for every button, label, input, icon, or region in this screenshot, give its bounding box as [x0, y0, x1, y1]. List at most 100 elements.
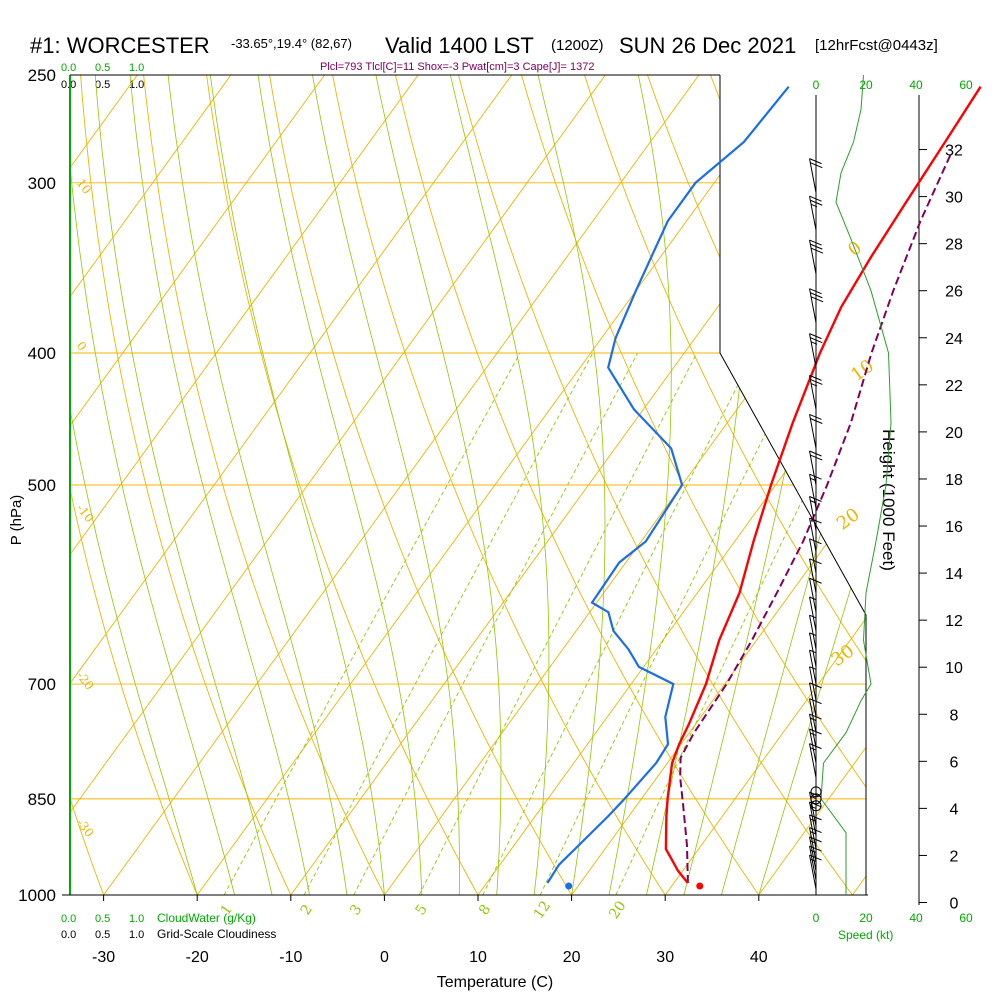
wind-barb-staff: [809, 713, 817, 749]
mixing-ratio-label: 8: [476, 902, 494, 918]
mixing-ratio-line: [223, 352, 521, 895]
wind-barb-staff: [809, 682, 817, 717]
height-tick-label: 26: [945, 284, 963, 301]
wind-barb-staff: [809, 414, 817, 449]
wind-barb-half-flag: [810, 849, 817, 854]
isotherm-line: [70, 75, 451, 895]
wind-speed-tick-bottom: 60: [959, 911, 973, 925]
wind-barb-flag: [809, 158, 822, 165]
wind-barb: [809, 517, 822, 553]
wind-barb-flag: [809, 517, 822, 524]
wind-barb-flag: [810, 454, 823, 461]
x-axis-title: Temperature (C): [437, 974, 553, 991]
dry-adiabat-line: [346, 75, 780, 895]
wind-speed-tick-top: 20: [859, 78, 873, 92]
wind-barb: [809, 538, 822, 573]
wind-barb-flag: [810, 296, 824, 303]
header: #1: WORCESTER -33.65°,19.4° (82,67) Vali…: [30, 33, 938, 73]
wind-barb-flag: [809, 450, 822, 457]
isotherm-line: [269, 75, 866, 895]
temperature-tick-label: 10: [469, 949, 487, 966]
wind-barb: [809, 577, 822, 613]
temperature-tick-label: 40: [750, 949, 768, 966]
mixing-ratio-line: [303, 352, 594, 895]
isotherm-line: [70, 75, 638, 895]
wind-barb-staff: [809, 239, 817, 275]
wind-barb-half-flag: [809, 614, 816, 619]
wind-barb: [809, 450, 823, 486]
moist-adiabat-line: [507, 75, 606, 895]
temperature-tick-label: -20: [186, 949, 209, 966]
dry-adiabat-line: [70, 75, 210, 895]
pressure-tick-label: 700: [28, 675, 56, 694]
isotherm-line: [70, 75, 826, 895]
wind-barb-flag: [809, 195, 822, 202]
dry-adiabat-line: [727, 75, 866, 895]
surface-temperature-marker: [696, 882, 704, 890]
height-tick-label: 32: [945, 143, 963, 160]
wind-speed-tick-top: 40: [909, 78, 923, 92]
wind-barb-flag: [809, 538, 822, 545]
dry-adiabat-line: [0, 0, 20, 924]
mixing-ratio-label: 3: [347, 902, 365, 918]
wind-barb-staff: [809, 801, 817, 837]
mixing-ratio-line: [615, 352, 866, 895]
pressure-tick-label: 500: [28, 476, 56, 495]
wind-barb-staff: [809, 743, 817, 778]
wind-barb-flag: [810, 162, 823, 169]
wind-barb-flag: [809, 496, 822, 502]
cloud-scale-top: 0.0 0.5 1.0 0.0 0.5 1.0: [61, 62, 144, 91]
cloud-scale-bottom: 0.0 0.5 1.0 CloudWater (g/Kg) 0.0 0.5 1.…: [61, 911, 276, 941]
valid-time: Valid 1400 LST: [385, 33, 534, 58]
wind-barb-staff: [809, 698, 817, 733]
dry-adiabat-line: [891, 0, 1000, 924]
mixing-ratio-line: [353, 352, 639, 895]
dry-adiabat-line: [128, 75, 400, 895]
wind-barb-half-flag: [810, 341, 818, 345]
pressure-tick-label: 300: [28, 174, 56, 193]
pressure-tick-label: 400: [28, 344, 56, 363]
isotherm-line: [70, 75, 732, 895]
dewpoint-trace: [546, 86, 790, 884]
wind-barb-flag: [810, 199, 823, 206]
moist-adiabat-line: [721, 75, 866, 895]
wind-barb-flag: [810, 418, 823, 424]
isotherm-line: [737, 75, 866, 895]
wind-barb-staff: [809, 196, 817, 231]
wind-barb-flag: [809, 577, 822, 584]
wind-barb-staff: [809, 333, 817, 368]
height-axis-title: Height (1000 Feet): [879, 429, 898, 571]
grid: [0, 0, 1000, 924]
isotherm-label-left: 0: [74, 339, 90, 354]
moist-adiabat-line: [422, 75, 550, 895]
moist-adiabat-line: [683, 75, 847, 895]
wind-speed-tick-top: 0: [813, 78, 820, 92]
wind-barb: [809, 195, 823, 231]
moist-adiabat-line: [352, 75, 502, 895]
wind-barb: [809, 596, 817, 632]
moist-adiabat-line: [292, 75, 460, 895]
wind-barb-half-flag: [809, 596, 816, 600]
wind-barb: [809, 698, 822, 733]
pressure-tick-label: 1000: [18, 886, 56, 905]
height-tick-label: 20: [945, 425, 963, 442]
height-tick-label: 4: [950, 801, 959, 818]
height-tick-label: 0: [950, 896, 959, 913]
cloud-tick-top-green-1: 0.5: [95, 62, 110, 74]
wind-barb-staff: [809, 538, 817, 573]
wind-barb-staff: [809, 578, 817, 613]
wind-barb: [809, 413, 823, 449]
wind-barb-staff: [809, 517, 817, 553]
wind-barb-flag: [809, 814, 822, 821]
wind-barb-flag: [810, 379, 823, 385]
temperature-trace: [664, 86, 982, 884]
wind-barb-half-flag: [810, 203, 818, 208]
wind-barb: [809, 632, 817, 667]
wind-barb-staff: [809, 474, 817, 509]
wind-barb: [809, 288, 824, 323]
pressure-tick-label: 850: [28, 790, 56, 809]
wind-barb-staff: [809, 596, 817, 632]
height-tick-label: 28: [945, 237, 963, 254]
